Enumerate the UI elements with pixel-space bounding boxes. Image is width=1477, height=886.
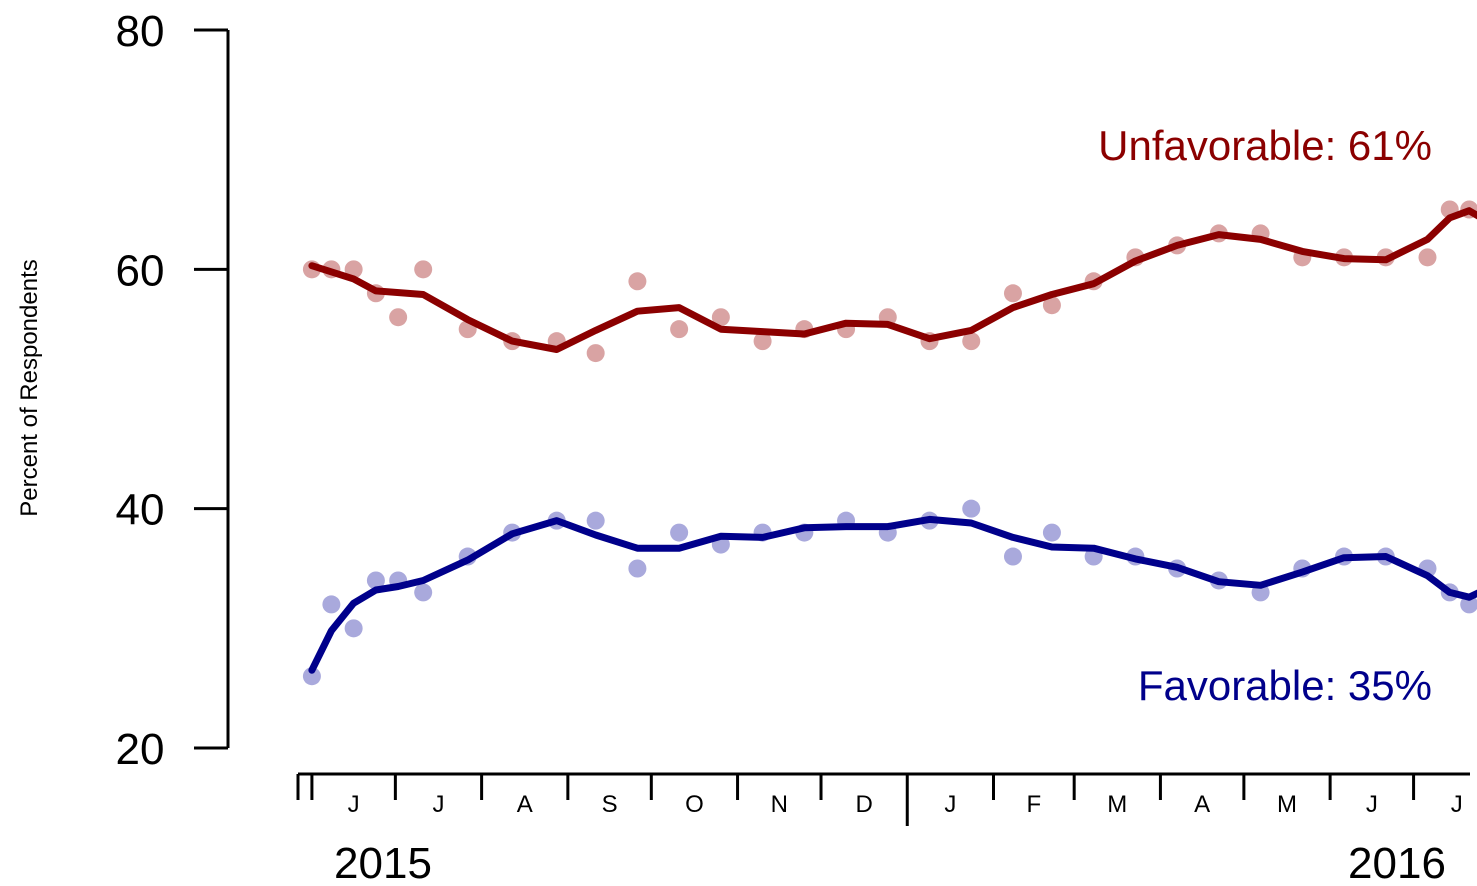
x-tick-label: J [944,791,956,818]
favorable-point [670,523,689,542]
y-tick-label: 60 [116,246,165,295]
x-tick-label: O [685,791,704,818]
y-tick-label: 20 [116,725,165,774]
unfavorable-label: Unfavorable: 61% [1098,122,1432,169]
favorable-point [414,583,433,602]
x-tick-label: A [1194,791,1210,818]
favorable-point [366,571,385,590]
favorable-point [1042,523,1061,542]
x-tick-label: M [1107,791,1127,818]
favorable-point [302,667,321,686]
unfavorable-point [586,344,605,363]
x-tick-label: A [517,791,533,818]
unfavorable-point [1418,248,1437,267]
unfavorable-point [753,332,772,351]
favorable-point [322,595,341,614]
unfavorable-point [414,260,433,279]
favorable-point [1003,547,1022,566]
x-tick-label: J [348,791,360,818]
unfavorable-point [389,308,408,327]
unfavorable-point [711,308,730,327]
x-tick-label: J [1366,791,1378,818]
year-label: 2015 [334,839,432,886]
favorable-point [628,559,647,578]
x-tick-label: J [432,791,444,818]
x-tick-label: D [855,791,872,818]
x-tick-label: S [602,791,618,818]
data-points [302,200,1477,686]
x-tick-label: N [771,791,788,818]
x-tick-label: M [1277,791,1297,818]
unfavorable-point [962,332,981,351]
unfavorable-trend-line [308,207,1477,353]
favorable-point [962,499,981,518]
favorable-point [344,619,363,638]
unfavorable-point [670,320,689,339]
year-label: 2016 [1348,839,1446,886]
unfavorable-point [1003,284,1022,303]
favorable-label: Favorable: 35% [1138,662,1432,709]
favorable-trend-line [308,515,1477,674]
series-labels: Unfavorable: 61% Favorable: 35% [1098,122,1432,709]
unfavorable-point [1042,296,1061,315]
unfavorable-point [628,272,647,291]
y-axis: 20 40 60 80 [116,7,230,774]
x-tick-label: J [1451,791,1463,818]
y-axis-label: Percent of Respondents [16,259,43,517]
y-tick-label: 40 [116,486,165,535]
trend-lines [308,207,1477,674]
favorable-point [586,511,605,530]
x-tick-label: F [1027,791,1042,818]
favorable-point [1460,595,1477,614]
y-tick-label: 80 [116,7,165,56]
